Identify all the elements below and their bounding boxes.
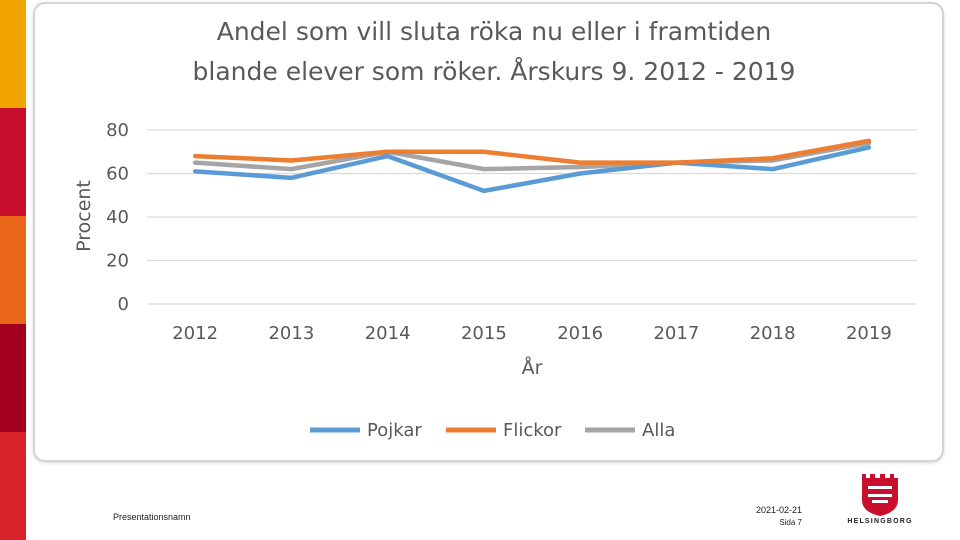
x-tick-label: 2016 <box>557 323 603 344</box>
helsingborg-crest-icon <box>840 470 920 518</box>
logo-text: HELSINGBORG <box>840 518 920 525</box>
chart-title: Andel som vill sluta röka nu eller i fra… <box>193 17 796 86</box>
x-axis-ticks: 2012 2013 2014 2015 2016 2017 2018 2019 <box>172 323 892 344</box>
x-tick-label: 2014 <box>365 323 411 344</box>
helsingborg-logo: HELSINGBORG <box>840 470 920 530</box>
chart-title-line: Andel som vill sluta röka nu eller i fra… <box>217 17 772 46</box>
x-tick-label: 2017 <box>653 323 699 344</box>
x-tick-label: 2018 <box>750 323 796 344</box>
x-tick-label: 2015 <box>461 323 507 344</box>
chart-title-line: blande elever som röker. Årskurs 9. 2012… <box>193 57 796 86</box>
legend-label: Flickor <box>503 420 562 441</box>
y-tick-label: 80 <box>106 120 129 141</box>
x-tick-label: 2019 <box>846 323 892 344</box>
x-tick-label: 2013 <box>268 323 314 344</box>
y-axis-label: Procent <box>73 180 95 252</box>
footer-date: 2021-02-21 <box>752 505 802 515</box>
y-tick-label: 60 <box>106 164 129 185</box>
y-tick-label: 20 <box>106 251 129 272</box>
y-tick-label: 40 <box>106 207 129 228</box>
series-line-flickor <box>195 141 869 163</box>
x-tick-label: 2012 <box>172 323 218 344</box>
y-axis-ticks: 0 20 40 60 80 <box>106 120 129 315</box>
y-tick-label: 0 <box>118 294 129 315</box>
x-axis-label: År <box>522 356 543 379</box>
presentation-name: Presentationsnamn <box>113 512 191 522</box>
footer-page-number: Sida 7 <box>752 518 802 527</box>
legend-label: Pojkar <box>367 420 422 441</box>
series-lines <box>195 141 869 191</box>
legend: Pojkar Flickor Alla <box>310 420 675 441</box>
legend-label: Alla <box>642 420 675 441</box>
